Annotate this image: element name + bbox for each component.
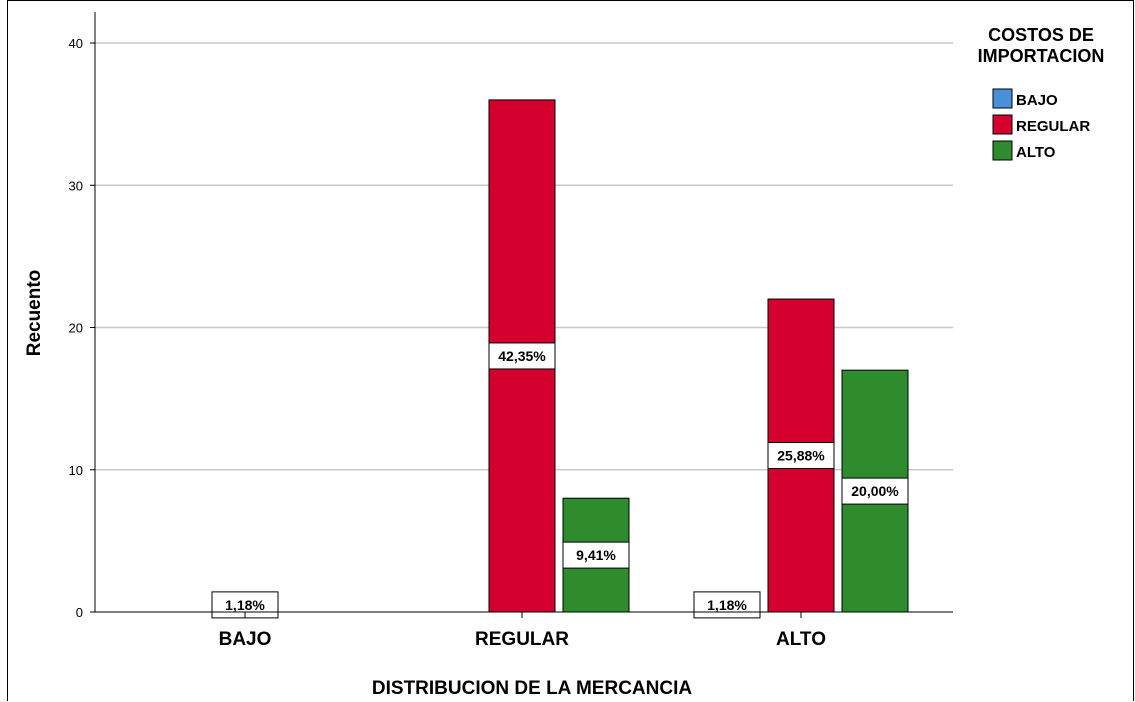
y-tick-label: 40 [69, 36, 83, 51]
x-axis-title: DISTRIBUCION DE LA MERCANCIA [372, 678, 692, 699]
data-label: 25,88% [777, 448, 825, 464]
data-label-box [488, 342, 556, 370]
y-axis: 0 10 20 30 40 [69, 12, 96, 620]
y-tick-label: 10 [69, 463, 83, 478]
bars [211, 99, 909, 613]
x-tick-label: REGULAR [475, 629, 569, 650]
legend-swatch-regular [992, 114, 1013, 135]
data-label-box [841, 477, 909, 505]
data-label-box [767, 442, 835, 470]
y-tick-label: 0 [76, 605, 83, 620]
data-labels: 1,18% 42,35% 9,41% 1,18% 25,88% 20,00% [211, 342, 909, 619]
data-label: 20,00% [851, 483, 899, 499]
legend-title: COSTOS DE [988, 25, 1094, 45]
data-label: 9,41% [576, 547, 616, 563]
data-label-box [562, 541, 630, 569]
x-tick-label: ALTO [776, 629, 826, 650]
chart-frame [7, 0, 1134, 701]
legend-swatch-alto [992, 140, 1013, 161]
data-label-box [693, 591, 761, 619]
x-tick-label: BAJO [219, 629, 272, 650]
legend-swatch-bajo [992, 88, 1013, 109]
data-label: 42,35% [498, 348, 546, 364]
y-tick-label: 20 [69, 321, 83, 336]
legend-label-alto: ALTO [1016, 144, 1056, 161]
x-axis: BAJO REGULAR ALTO [95, 611, 953, 650]
data-label: 1,18% [225, 597, 265, 613]
legend-label-regular: REGULAR [1016, 118, 1090, 135]
y-tick-label: 30 [69, 178, 83, 193]
data-label: 1,18% [707, 597, 747, 613]
legend-title: IMPORTACION [978, 46, 1105, 66]
y-axis-title: Recuento [24, 270, 45, 357]
legend-label-bajo: BAJO [1016, 92, 1058, 109]
